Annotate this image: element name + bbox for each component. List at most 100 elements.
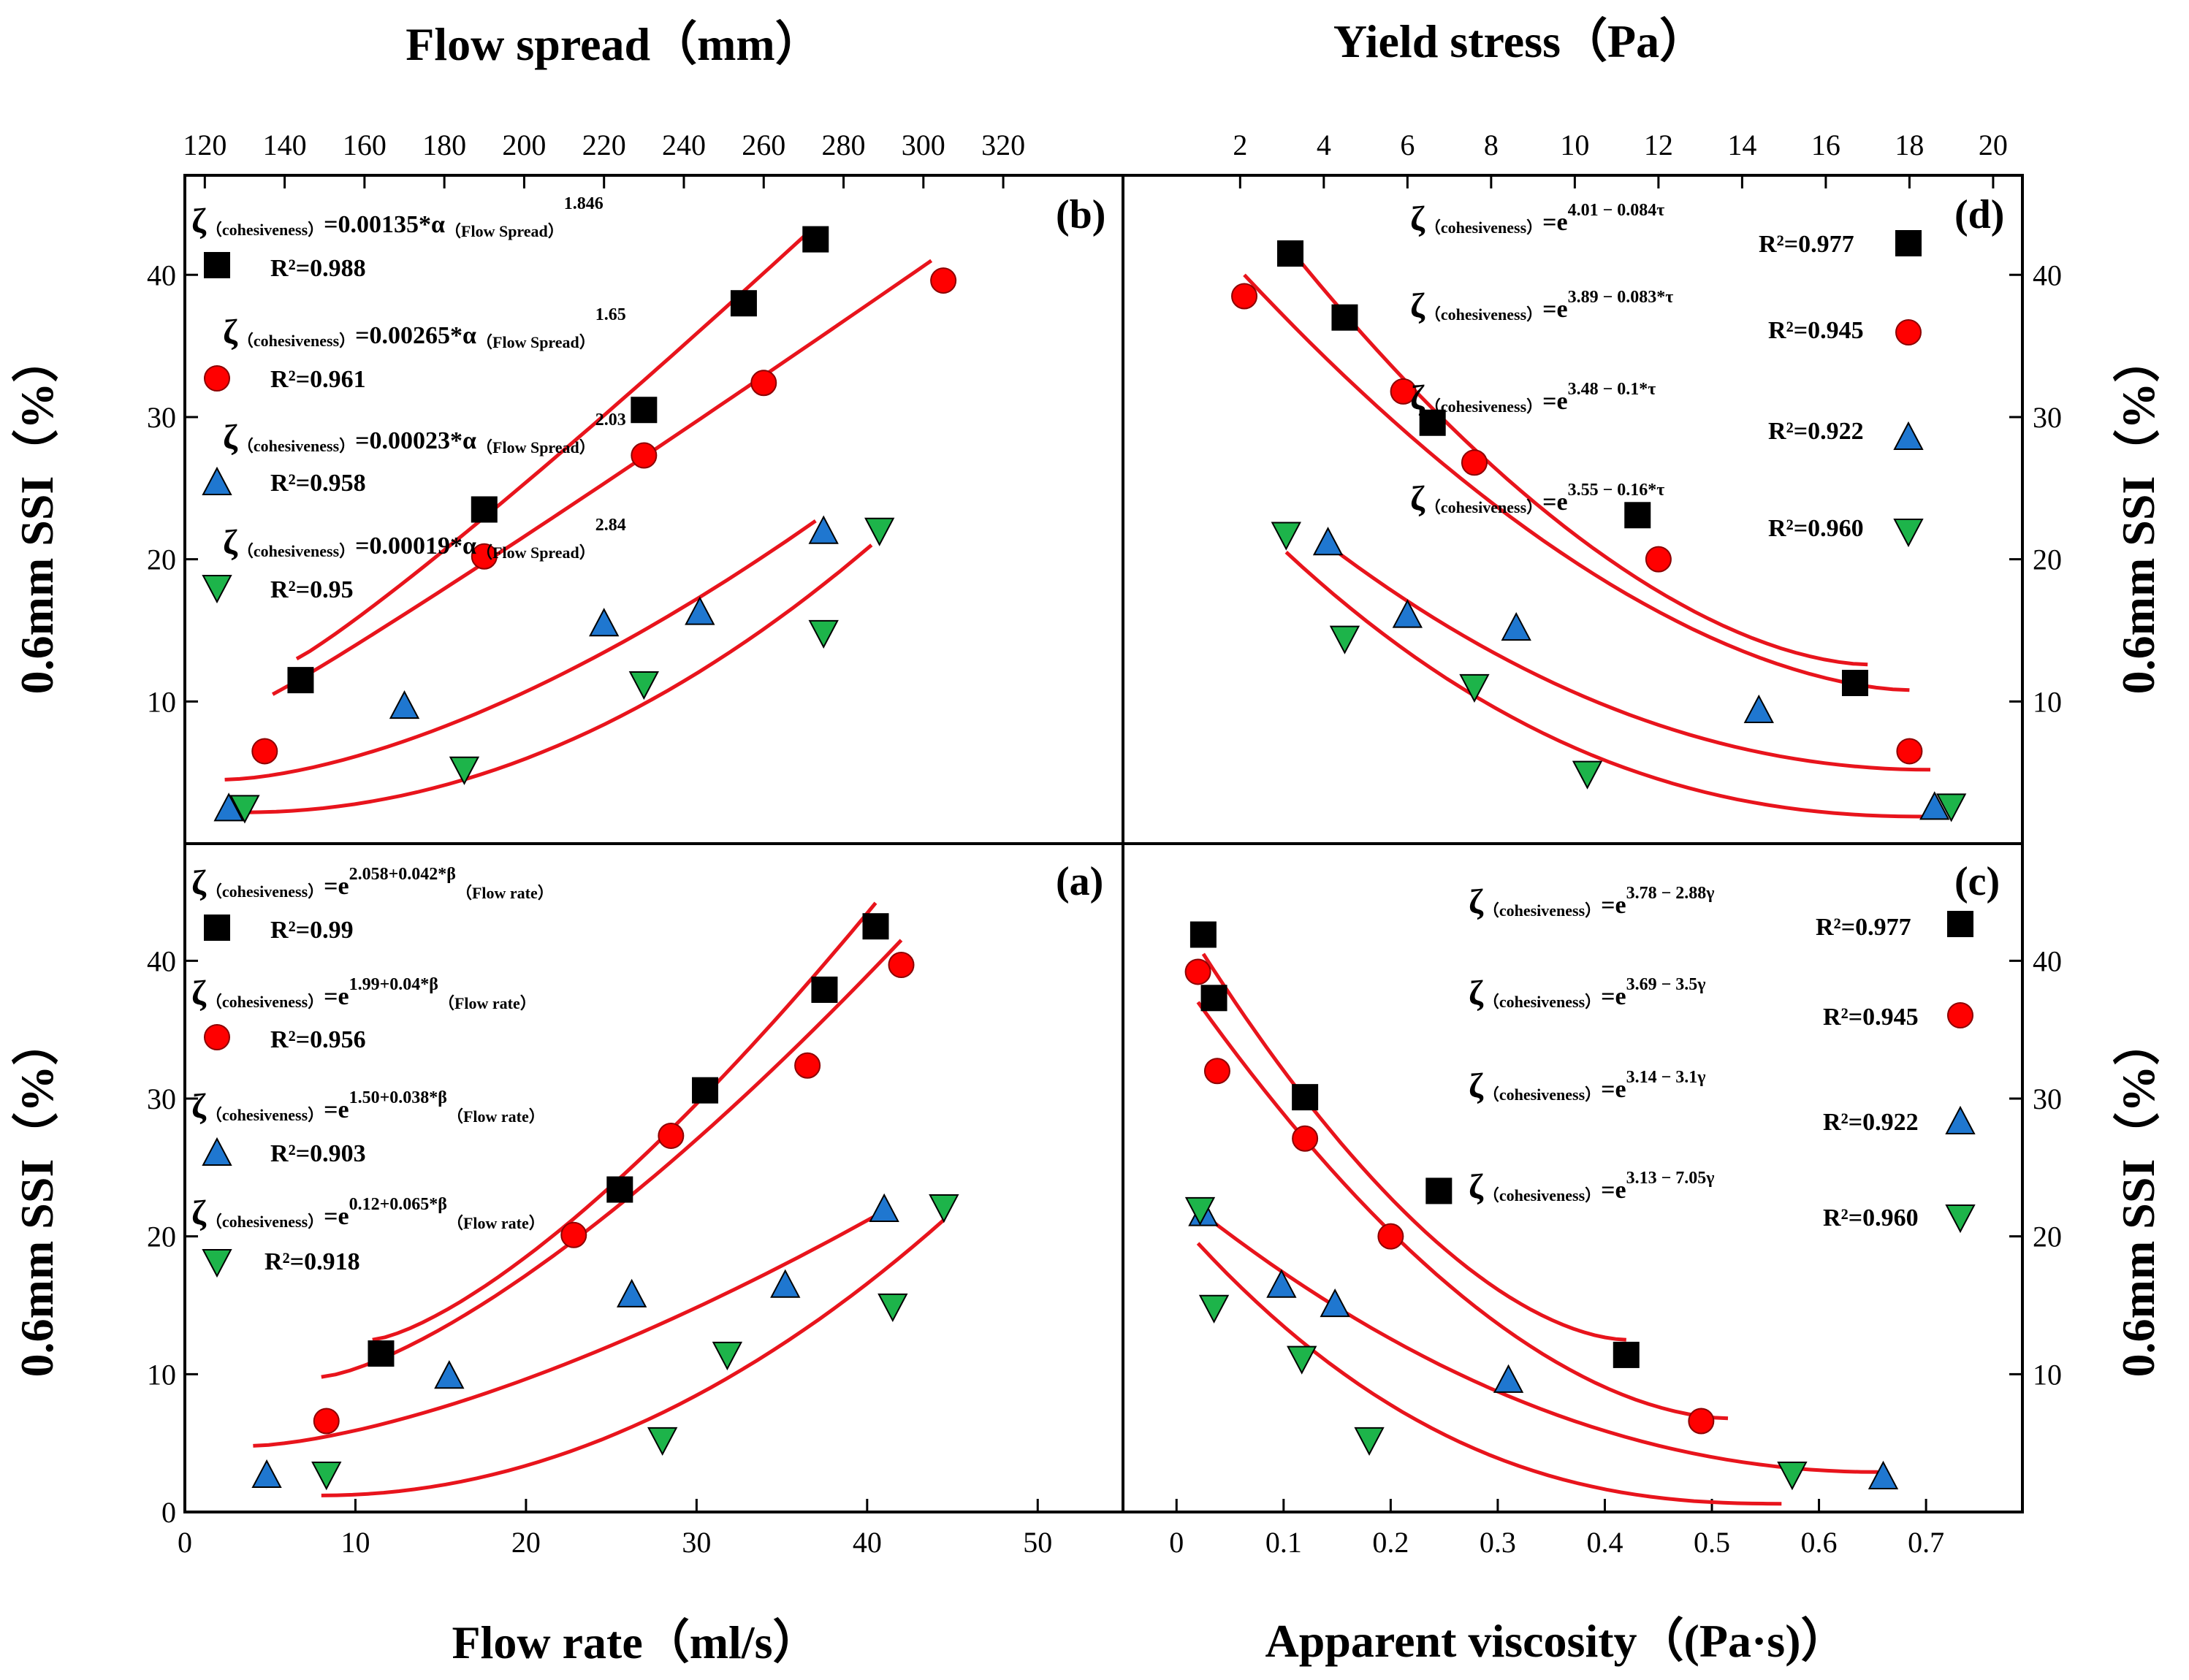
a-point-circle — [313, 1408, 340, 1435]
a-fit-triangle-down — [321, 1218, 945, 1497]
c-r2-square: R²=0.977 — [1816, 914, 1911, 941]
a-r2-square: R²=0.99 — [270, 917, 354, 944]
c-x-tick-label: 0.7 — [1908, 1526, 1944, 1559]
d-r2-triangle-down: R²=0.960 — [1768, 515, 1864, 542]
d-fit-triangle-up — [1327, 543, 1931, 772]
c-r2-circle: R²=0.945 — [1823, 1004, 1919, 1031]
panel-label-b: (b) — [1056, 192, 1105, 237]
a-point-square — [862, 913, 889, 940]
c-point-circle — [1203, 1058, 1230, 1085]
b-y-tick-label: 20 — [147, 543, 176, 576]
d-point-circle — [1896, 738, 1923, 765]
b-y-tick-label: 30 — [147, 401, 176, 434]
c-point-triangle-up — [1868, 1460, 1899, 1489]
d-equation-triangle-down: ζ（cohesiveness）=e3.55 − 0.16*τ — [1410, 479, 1664, 518]
a-point-triangle-down — [647, 1427, 678, 1456]
a-point-triangle-up — [770, 1269, 801, 1298]
d-point-triangle-up — [1312, 527, 1344, 556]
c-x-tick-label: 0.5 — [1694, 1526, 1730, 1559]
a-legend-marker-triangle-down — [202, 1249, 232, 1278]
c-point-triangle-up — [1266, 1269, 1297, 1298]
d-point-triangle-down — [1459, 673, 1490, 703]
b-fit-triangle-down — [244, 543, 873, 814]
b-point-triangle-down — [864, 517, 895, 546]
a-legend-marker-square — [204, 915, 230, 941]
a-point-triangle-down — [877, 1293, 908, 1323]
a-legend-marker-triangle-up — [202, 1137, 232, 1166]
a-y-tick-label: 0 — [161, 1496, 176, 1529]
d-point-triangle-down — [1329, 625, 1360, 654]
a-point-triangle-down — [929, 1194, 959, 1223]
a-point-triangle-up — [251, 1459, 282, 1489]
c-point-triangle-down — [1777, 1462, 1808, 1491]
b-point-square — [287, 667, 314, 694]
c-equation-triangle-down: ζ（cohesiveness）=e3.13 − 7.05γ — [1469, 1167, 1715, 1206]
right-bottom-y-axis-title: 0.6mm SSI（%） — [2112, 1019, 2164, 1378]
d-x-tick-label: 10 — [1560, 129, 1589, 161]
d-y-tick-label: 20 — [2033, 543, 2062, 576]
c-y-tick-label: 20 — [2033, 1221, 2062, 1253]
b-x-tick-label: 320 — [981, 129, 1025, 161]
d-point-square — [1331, 304, 1358, 331]
d-r2-square: R²=0.977 — [1759, 231, 1854, 258]
b-equation-triangle-down: ζ（cohesiveness）=0.00019*α（Flow Spread）2.… — [223, 516, 626, 562]
b-legend-marker-triangle-down — [202, 575, 232, 604]
b-point-triangle-up — [589, 608, 620, 637]
c-point-square — [1425, 1177, 1453, 1204]
c-fit-triangle-down — [1196, 1242, 1782, 1506]
d-point-triangle-down — [1572, 760, 1603, 790]
d-point-square — [1624, 502, 1651, 529]
c-equation-square: ζ（cohesiveness）=e3.78 − 2.88γ — [1469, 882, 1715, 921]
top-left-axis-title: Flow spread（mm） — [406, 18, 821, 70]
c-point-square — [1613, 1341, 1640, 1368]
a-point-square — [368, 1340, 395, 1367]
b-x-tick-label: 300 — [902, 129, 945, 161]
d-fit-square — [1289, 248, 1868, 667]
b-point-circle — [631, 442, 658, 469]
b-x-tick-label: 280 — [822, 129, 866, 161]
d-x-tick-label: 6 — [1400, 129, 1415, 161]
c-point-circle — [1688, 1408, 1715, 1435]
d-point-triangle-up — [1919, 791, 1950, 820]
data-points-layer — [213, 226, 1967, 1491]
right-top-y-axis-title: 0.6mm SSI（%） — [2112, 336, 2164, 695]
d-point-triangle-up — [1501, 611, 1531, 641]
a-x-tick-label: 30 — [682, 1526, 711, 1559]
b-x-tick-label: 120 — [183, 129, 226, 161]
b-legend-marker-square — [204, 252, 230, 278]
a-r2-triangle-down: R²=0.918 — [264, 1248, 360, 1275]
b-point-triangle-down — [229, 795, 260, 824]
b-equation-square: ζ（cohesiveness）=0.00135*α（Flow Spread）1.… — [191, 194, 604, 240]
d-x-tick-label: 16 — [1811, 129, 1840, 161]
d-point-circle — [1461, 449, 1488, 476]
c-legend-marker-square — [1947, 911, 1973, 937]
b-legend-marker-triangle-up — [202, 466, 232, 495]
a-y-tick-label: 20 — [147, 1221, 176, 1253]
d-fit-circle — [1243, 273, 1910, 692]
d-y-tick-label: 30 — [2033, 401, 2062, 434]
c-x-tick-label: 0.3 — [1480, 1526, 1516, 1559]
d-x-tick-label: 20 — [1979, 129, 2008, 161]
b-point-triangle-up — [213, 793, 244, 822]
c-point-triangle-down — [1287, 1345, 1317, 1375]
b-x-tick-label: 140 — [263, 129, 307, 161]
c-point-square — [1292, 1084, 1319, 1111]
b-point-circle — [471, 543, 498, 570]
a-y-tick-label: 10 — [147, 1358, 176, 1391]
b-x-tick-label: 260 — [742, 129, 785, 161]
c-x-tick-label: 0 — [1169, 1526, 1184, 1559]
b-point-triangle-up — [685, 596, 715, 625]
a-x-tick-label: 0 — [178, 1526, 192, 1559]
a-point-square — [692, 1077, 719, 1104]
b-point-triangle-down — [449, 756, 480, 785]
c-x-tick-label: 0.6 — [1801, 1526, 1838, 1559]
c-fit-square — [1201, 952, 1626, 1342]
b-equation-circle: ζ（cohesiveness）=0.00265*α（Flow Spread）1.… — [223, 305, 626, 351]
b-fit-triangle-up — [224, 519, 817, 782]
d-point-square — [1277, 240, 1304, 267]
b-point-circle — [251, 738, 278, 765]
c-point-triangle-up — [1493, 1364, 1524, 1393]
c-point-circle — [1377, 1223, 1404, 1250]
d-y-tick-label: 40 — [2033, 259, 2062, 291]
panel-label-a: (a) — [1056, 859, 1103, 904]
